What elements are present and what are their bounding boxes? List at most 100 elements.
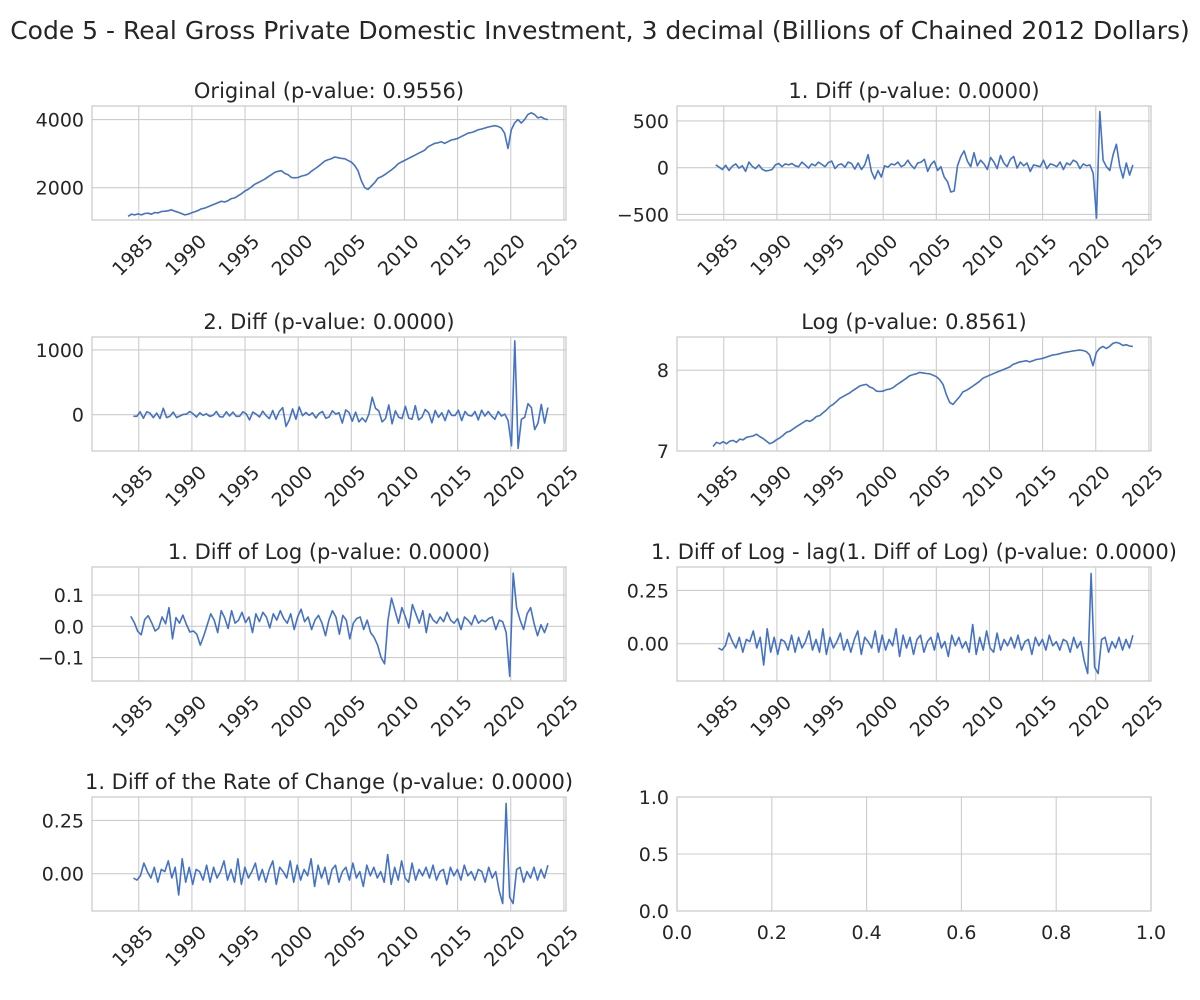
axes-frame bbox=[91, 336, 567, 452]
y-tick-label: 4000 bbox=[36, 110, 84, 132]
y-tick-label: 0 bbox=[657, 158, 669, 180]
x-tick-label: 2010 bbox=[374, 462, 424, 512]
x-tick-label: 2015 bbox=[1012, 692, 1062, 742]
x-tick-label: 2010 bbox=[959, 692, 1009, 742]
y-tick-label: 0.00 bbox=[42, 864, 84, 886]
y-tick-label: 0 bbox=[72, 405, 84, 427]
y-tick-label: 2000 bbox=[36, 178, 84, 200]
x-tick-label: 1990 bbox=[746, 692, 796, 742]
x-tick-label: 2005 bbox=[906, 231, 956, 281]
x-tick-label: 2000 bbox=[268, 231, 318, 281]
x-tick-label: 0.2 bbox=[757, 922, 787, 944]
x-tick-label: 2025 bbox=[1118, 231, 1168, 281]
y-tick-label: −0.1 bbox=[38, 648, 84, 670]
x-tick-label: 0.8 bbox=[1041, 922, 1071, 944]
x-tick-label: 2000 bbox=[268, 922, 318, 972]
series-line-1 bbox=[133, 340, 549, 450]
series-line-1 bbox=[717, 572, 1134, 675]
y-tick-label: 8 bbox=[657, 360, 669, 382]
x-tick-label: 2000 bbox=[853, 462, 903, 512]
subplot-6: 0.00 0.25 1985 1990 1995 2000 2005 2010 2015 2020… bbox=[627, 540, 1177, 741]
x-tick-label: 2015 bbox=[427, 922, 477, 972]
x-tick-label: 1990 bbox=[161, 922, 211, 972]
x-tick-label: 2020 bbox=[480, 231, 530, 281]
x-tick-label: 1995 bbox=[214, 692, 264, 742]
x-tick-label: 2000 bbox=[268, 462, 318, 512]
x-tick-label: 1.0 bbox=[1136, 922, 1166, 944]
x-tick-label: 2025 bbox=[533, 922, 583, 972]
series-line-1 bbox=[130, 572, 549, 678]
x-tick-label: 1995 bbox=[799, 462, 849, 512]
x-tick-label: 2000 bbox=[853, 692, 903, 742]
subplot-title: 1. Diff of the Rate of Change (p-value: … bbox=[85, 770, 573, 794]
x-tick-label: 2025 bbox=[1118, 692, 1168, 742]
x-tick-label: 2010 bbox=[959, 462, 1009, 512]
x-tick-label: 0.0 bbox=[662, 922, 692, 944]
x-tick-label: 2010 bbox=[959, 231, 1009, 281]
x-tick-label: 2005 bbox=[321, 692, 371, 742]
x-tick-label: 0.4 bbox=[851, 922, 881, 944]
axes-frame bbox=[91, 796, 567, 912]
x-tick-label: 2025 bbox=[1118, 462, 1168, 512]
axes-frame bbox=[91, 566, 567, 682]
x-tick-label: 2020 bbox=[480, 922, 530, 972]
x-tick-label: 1985 bbox=[108, 462, 158, 512]
x-tick-label: 1995 bbox=[214, 462, 264, 512]
x-tick-label: 2000 bbox=[853, 231, 903, 281]
x-tick-label: 2025 bbox=[533, 692, 583, 742]
x-tick-label: 1990 bbox=[161, 231, 211, 281]
x-tick-label: 1985 bbox=[693, 462, 743, 512]
axes-frame bbox=[676, 566, 1152, 682]
subplot-title: Original (p-value: 0.9556) bbox=[194, 79, 464, 103]
x-tick-label: 2005 bbox=[321, 922, 371, 972]
x-tick-label: 1985 bbox=[108, 231, 158, 281]
y-tick-label: 0.25 bbox=[627, 580, 669, 602]
axes-frame bbox=[676, 336, 1152, 452]
x-tick-label: 2000 bbox=[268, 692, 318, 742]
x-tick-label: 2015 bbox=[1012, 462, 1062, 512]
y-tick-label: 1.0 bbox=[639, 787, 669, 809]
figure-suptitle: Code 5 - Real Gross Private Domestic Inv… bbox=[10, 16, 1190, 45]
x-tick-label: 1995 bbox=[214, 231, 264, 281]
subplot-title: Log (p-value: 0.8561) bbox=[801, 310, 1027, 334]
x-tick-label: 2020 bbox=[1065, 231, 1115, 281]
x-tick-label: 2015 bbox=[1012, 231, 1062, 281]
y-tick-label: 0.1 bbox=[54, 585, 84, 607]
y-tick-label: 7 bbox=[657, 441, 669, 463]
subplot-title: 2. Diff (p-value: 0.0000) bbox=[203, 310, 454, 334]
x-tick-label: 1995 bbox=[799, 231, 849, 281]
subplot-title: 1. Diff (p-value: 0.0000) bbox=[788, 79, 1039, 103]
y-tick-label: 0.0 bbox=[54, 616, 84, 638]
x-tick-label: 1990 bbox=[746, 462, 796, 512]
x-tick-label: 1990 bbox=[161, 692, 211, 742]
axes-frame bbox=[676, 105, 1152, 221]
x-tick-label: 2020 bbox=[480, 462, 530, 512]
y-tick-label: 500 bbox=[633, 111, 669, 133]
axes-frame bbox=[676, 796, 1152, 912]
series-line-1 bbox=[132, 802, 549, 905]
y-tick-label: −500 bbox=[617, 204, 669, 226]
subplot-3: 0 1000 1985 1990 1995 2000 2005 2010 2015 2020 202… bbox=[36, 310, 583, 511]
x-tick-label: 2020 bbox=[1065, 462, 1115, 512]
subplot-8: 0.0 0.5 1.0 0.0 0.2 0.4 0.6 0.8 1.0 bbox=[639, 787, 1166, 944]
x-tick-label: 1990 bbox=[161, 462, 211, 512]
y-tick-label: 0.5 bbox=[639, 844, 669, 866]
subplot-7: 0.00 0.25 1985 1990 1995 2000 2005 2010 2015 2020… bbox=[42, 770, 583, 971]
x-tick-label: 1995 bbox=[214, 922, 264, 972]
subplot-2: −500 0 500 1985 1990 1995 2000 2005 2010 2015 2020… bbox=[617, 79, 1168, 280]
subplot-title: 1. Diff of Log - lag(1. Diff of Log) (p-… bbox=[651, 540, 1177, 564]
x-tick-label: 2010 bbox=[374, 692, 424, 742]
x-tick-label: 1985 bbox=[693, 692, 743, 742]
x-tick-label: 1985 bbox=[693, 231, 743, 281]
x-tick-label: 2025 bbox=[533, 462, 583, 512]
y-tick-label: 0.00 bbox=[627, 634, 669, 656]
x-tick-label: 2005 bbox=[906, 692, 956, 742]
x-tick-label: 1985 bbox=[108, 922, 158, 972]
x-tick-label: 2015 bbox=[427, 692, 477, 742]
x-tick-label: 2015 bbox=[427, 231, 477, 281]
y-tick-label: 0.0 bbox=[639, 901, 669, 923]
x-tick-label: 2010 bbox=[374, 231, 424, 281]
